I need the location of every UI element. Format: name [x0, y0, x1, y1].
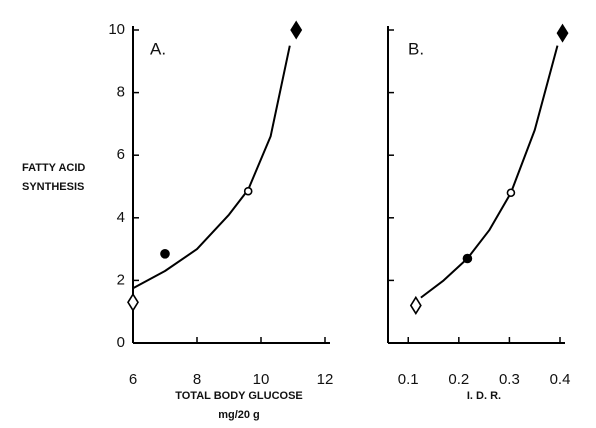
x-tick-label: 0.3 — [499, 371, 520, 388]
data-point — [506, 188, 516, 198]
y-tick-label: 4 — [117, 209, 125, 226]
x-axis-label: I. D. R. — [467, 390, 501, 402]
panel-title: A. — [150, 39, 166, 58]
data-point — [409, 295, 422, 315]
x-tick-label: 12 — [317, 371, 334, 388]
x-tick-label: 0.1 — [398, 371, 419, 388]
y-tick-label: 8 — [117, 84, 125, 101]
x-tick-label: 6 — [129, 371, 137, 388]
y-tick-label: 6 — [117, 146, 125, 163]
y-tick-label: 10 — [108, 21, 125, 38]
y-tick-label: 0 — [117, 334, 125, 351]
data-point — [127, 292, 139, 312]
x-tick-label: 0.4 — [550, 371, 571, 388]
y-axis-label: SYNTHESIS — [22, 181, 84, 193]
x-tick-label: 10 — [253, 371, 270, 388]
y-tick-label: 2 — [117, 271, 125, 288]
data-point — [556, 23, 569, 43]
data-point — [160, 248, 170, 259]
y-axis-label: FATTY ACID — [22, 162, 85, 174]
x-axis-label: TOTAL BODY GLUCOSE — [175, 390, 303, 402]
fitted-curve — [132, 45, 291, 290]
x-axis-label: mg/20 g — [218, 409, 260, 421]
x-tick-label: 8 — [193, 371, 201, 388]
data-point — [243, 186, 253, 196]
fitted-curve — [420, 45, 559, 299]
x-tick-label: 0.2 — [448, 371, 469, 388]
panel-title: B. — [408, 39, 424, 58]
data-point — [462, 253, 473, 264]
data-point — [290, 20, 303, 40]
